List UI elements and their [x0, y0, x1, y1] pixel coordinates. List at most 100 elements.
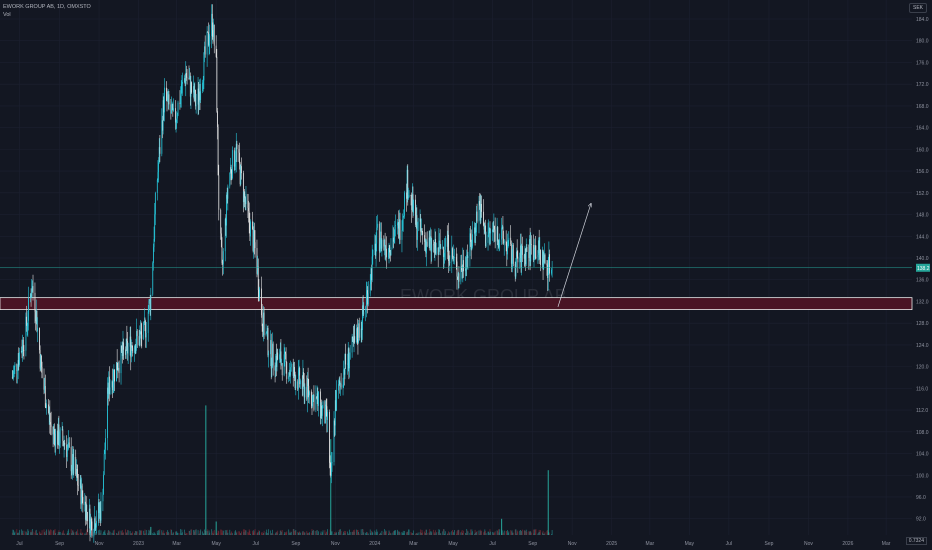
volume-bar	[125, 532, 127, 535]
volume-bar	[393, 531, 395, 535]
volume-bar	[50, 529, 52, 535]
volume-bar	[135, 530, 137, 535]
volume-bar	[439, 529, 440, 535]
volume-bar	[163, 530, 165, 535]
volume-bar	[261, 532, 263, 535]
candle-body	[363, 312, 365, 315]
volume-bar	[167, 530, 169, 535]
candle-body	[526, 247, 528, 252]
candle-body	[387, 252, 389, 258]
candle-body	[216, 56, 218, 112]
volume-bar	[428, 532, 430, 535]
projection-arrow[interactable]	[557, 204, 591, 307]
candle-body	[517, 256, 519, 263]
candle-body	[103, 474, 104, 495]
volume-indicator-label[interactable]: Vol	[3, 12, 11, 18]
x-tick-label: Sep	[765, 541, 774, 547]
x-tick-label: Mar	[172, 541, 181, 547]
volume-bar	[372, 532, 374, 535]
volume-bar	[225, 532, 227, 535]
volume-bar	[186, 533, 188, 535]
price-axis[interactable]: 184.0 180.0 176.0 172.0 168.0 164.0 160.0 156.0…	[916, 17, 929, 523]
candle-body	[442, 246, 444, 258]
candle-body	[90, 518, 92, 534]
volume-bar	[32, 531, 34, 535]
candle-body	[466, 254, 468, 270]
volume-bar	[470, 529, 471, 535]
time-axis[interactable]: Jul Sep Nov 2023 Mar May Jul Sep Nov 2024 Mar May Ju…	[16, 541, 891, 547]
volume-bar	[469, 533, 471, 535]
candle-body	[135, 345, 137, 353]
candle-body	[392, 237, 394, 248]
volume-bar	[363, 532, 365, 535]
volume-bar	[271, 533, 273, 535]
support-zone[interactable]	[0, 297, 913, 310]
candle-body	[86, 504, 88, 512]
candle-body	[398, 219, 400, 239]
volume-bar	[50, 529, 51, 535]
volume-bar	[149, 529, 151, 535]
volume-bar	[457, 530, 459, 535]
volume-bar	[395, 530, 396, 535]
candle-body	[501, 226, 503, 228]
volume-bar	[466, 529, 468, 535]
volume-bar	[402, 530, 404, 535]
volume-bar	[512, 532, 514, 535]
candle-body	[199, 91, 201, 100]
volume-bar	[204, 531, 206, 535]
volume-bar	[321, 532, 323, 535]
candle-body	[50, 424, 52, 427]
candle-body	[419, 218, 421, 222]
candle-body	[12, 376, 14, 378]
volume-bar	[408, 529, 409, 535]
volume-bar	[108, 530, 110, 535]
candle-body	[297, 381, 299, 390]
candle-body	[510, 244, 512, 264]
volume-bar	[426, 529, 427, 535]
candle-body	[253, 230, 255, 251]
volume-bar	[318, 531, 319, 535]
y-tick-label: 120.0	[916, 365, 929, 371]
candle-body	[108, 376, 110, 394]
candle-body	[30, 293, 32, 298]
volume-bar	[208, 530, 210, 535]
volume-bar	[216, 533, 218, 535]
volume-bar	[31, 529, 33, 535]
x-tick-label: Mar	[646, 541, 655, 547]
candle-body	[127, 346, 129, 354]
candle-body	[380, 231, 381, 244]
volume-bar	[248, 532, 249, 535]
volume-bar	[307, 533, 308, 535]
candle-body	[497, 240, 499, 248]
candle-body	[26, 316, 27, 326]
volume-bar	[543, 533, 545, 535]
candle-body	[512, 244, 514, 264]
candle-body	[177, 102, 179, 116]
candle-body	[226, 194, 228, 199]
volume-bar	[452, 529, 453, 535]
candle-body	[230, 167, 231, 173]
volume-bar	[288, 532, 290, 535]
candle-body	[356, 328, 358, 340]
volume-bar	[224, 530, 226, 535]
volume-bar	[538, 532, 539, 535]
volume-bar	[437, 531, 439, 535]
candle-body	[257, 266, 259, 291]
candle-body	[492, 229, 494, 232]
volume-bar	[327, 529, 328, 535]
candle-body	[162, 120, 163, 131]
candle-body	[120, 345, 122, 374]
candle-body	[376, 227, 378, 244]
candle-body	[537, 254, 539, 258]
volume-bar	[294, 530, 295, 535]
candle-body	[549, 254, 550, 274]
volume-bar	[399, 532, 401, 535]
volume-bar	[502, 533, 504, 535]
volume-bar	[158, 530, 160, 535]
candle-body	[203, 52, 205, 81]
volume-bar	[403, 533, 405, 535]
currency-badge[interactable]: SEK	[908, 3, 927, 13]
volume-bar	[290, 532, 292, 535]
candle-body	[319, 391, 321, 419]
